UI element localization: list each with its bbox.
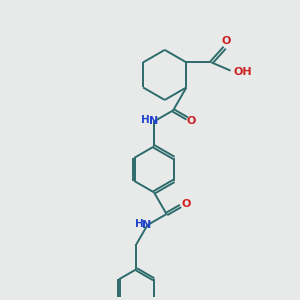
- Text: OH: OH: [234, 67, 252, 77]
- Text: H: H: [141, 115, 150, 125]
- Text: O: O: [181, 200, 190, 209]
- Text: N: N: [142, 220, 152, 230]
- Text: N: N: [149, 116, 158, 126]
- Text: O: O: [221, 36, 231, 46]
- Text: O: O: [187, 116, 196, 126]
- Text: H: H: [135, 219, 143, 229]
